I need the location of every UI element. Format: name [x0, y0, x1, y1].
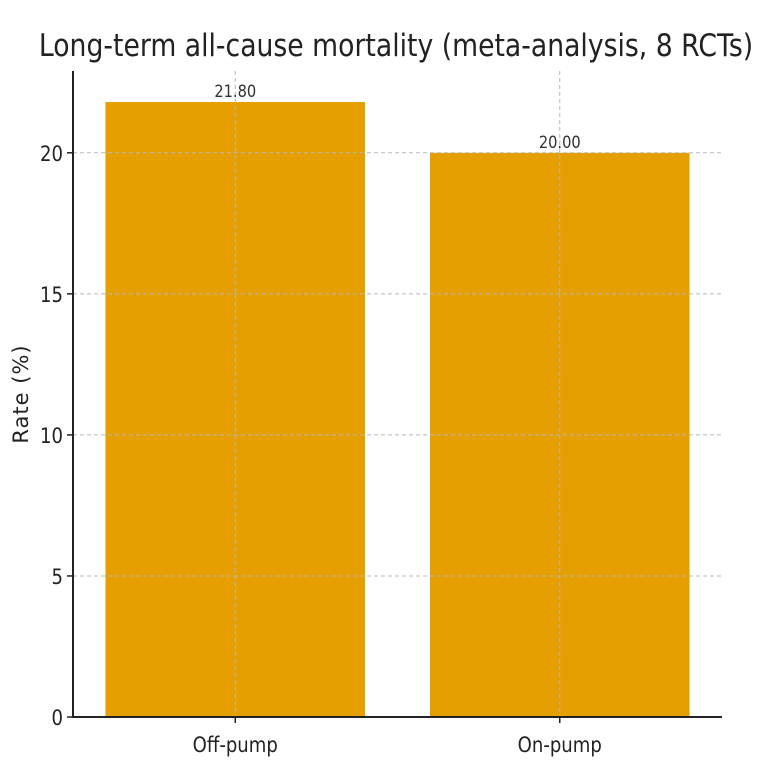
y-tick-label: 10 — [40, 424, 63, 449]
bar-value-label: 20.00 — [539, 132, 581, 152]
labels: 0 5 10 15 20 Off-pump On-pump 21.80 20.00 — [40, 81, 602, 757]
y-tick-label: 5 — [52, 565, 63, 590]
x-tick-label: Off-pump — [193, 733, 278, 758]
y-tick-label: 0 — [52, 706, 63, 731]
y-tick-label: 15 — [40, 283, 63, 308]
bar-value-label: 21.80 — [214, 81, 256, 101]
y-tick-label: 20 — [40, 142, 63, 167]
y-axis-label: Rate (%) — [9, 344, 33, 443]
grid — [73, 71, 722, 717]
bars — [105, 102, 690, 717]
x-tick-label: On-pump — [518, 733, 602, 758]
axes — [67, 71, 722, 723]
chart-title: Long-term all-cause mortality (meta-anal… — [39, 27, 753, 63]
